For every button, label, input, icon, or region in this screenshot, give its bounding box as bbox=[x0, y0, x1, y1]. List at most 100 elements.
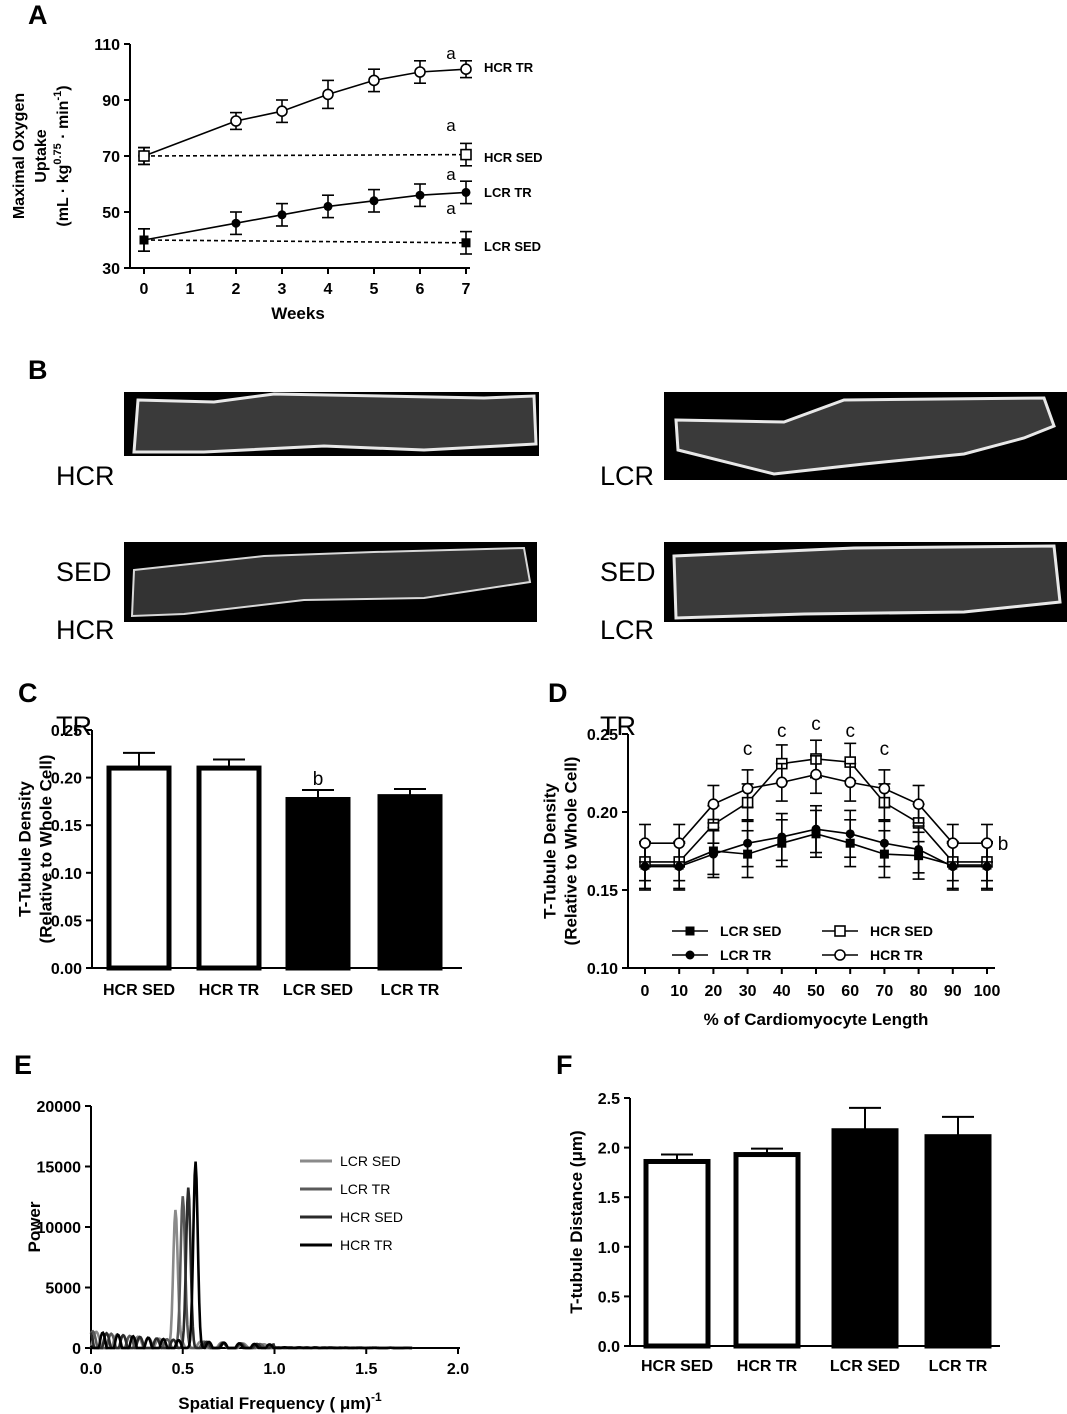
ylabel-unit-part: -1 bbox=[52, 91, 64, 101]
y-tick-label: 0.10 bbox=[587, 961, 618, 978]
legend-item: HCR SED bbox=[822, 923, 933, 939]
series-hcr-sed: HCR SED bbox=[89, 1187, 413, 1350]
cell-label-line: LCR bbox=[600, 461, 655, 491]
ylabel-line: T-tubule Distance (μm) bbox=[567, 1130, 586, 1313]
x-tick-label: 40 bbox=[773, 983, 791, 1000]
y-tick-label: 30 bbox=[102, 261, 120, 278]
y-tick-label: 1.0 bbox=[598, 1240, 620, 1257]
legend-label: HCR SED bbox=[870, 923, 933, 939]
data-point bbox=[369, 196, 379, 206]
y-tick-label: 0.15 bbox=[587, 883, 618, 900]
data-point bbox=[914, 844, 924, 854]
cell-label-line: SED bbox=[600, 557, 656, 587]
data-point bbox=[844, 776, 857, 789]
bar bbox=[733, 1152, 801, 1349]
series-line bbox=[143, 68, 467, 157]
ylabel-line: Maximal Oxygen bbox=[11, 93, 28, 219]
y-tick-label: 0.25 bbox=[587, 727, 618, 744]
legend-item: HCR TR bbox=[822, 947, 923, 963]
data-point bbox=[946, 837, 959, 850]
y-tick-label: 0.20 bbox=[587, 805, 618, 822]
data-point bbox=[982, 862, 992, 872]
data-point bbox=[231, 218, 241, 228]
significance-letter: c bbox=[845, 721, 855, 742]
cell-label-hcr-tr: HCR TR bbox=[56, 550, 115, 774]
data-point bbox=[322, 88, 334, 101]
significance-letter: b bbox=[998, 834, 1009, 855]
x-tick-label: 0 bbox=[140, 281, 149, 298]
legend-label: HCR TR bbox=[870, 947, 923, 963]
y-tick-label: 1.5 bbox=[598, 1190, 620, 1207]
y-axis-title: Maximal Oxygen Uptake(mL · kg0.75 · min-1… bbox=[11, 85, 72, 226]
panel-label-e: E bbox=[14, 1050, 33, 1080]
series-label: LCR TR bbox=[484, 185, 532, 200]
legend-item: LCR SED bbox=[672, 923, 781, 939]
data-point bbox=[845, 829, 855, 839]
data-point bbox=[414, 66, 426, 78]
significance-letter: c bbox=[743, 739, 753, 760]
series-line bbox=[143, 239, 467, 244]
significance-letter: a bbox=[446, 44, 456, 63]
cardiomyocyte-image-lcr-sed bbox=[664, 392, 1067, 480]
x-tick-label: 10 bbox=[670, 983, 688, 1000]
significance-letter: a bbox=[446, 165, 456, 184]
bar-lcr-tr: LCR TR bbox=[924, 1115, 992, 1375]
cell-drawing bbox=[674, 396, 1056, 476]
data-point bbox=[673, 837, 686, 850]
cell-label-line: TR bbox=[600, 711, 636, 741]
data-point bbox=[461, 187, 471, 197]
x-tick-label: 1.5 bbox=[355, 1361, 377, 1378]
series-line bbox=[89, 1161, 413, 1350]
x-tick-label: HCR TR bbox=[199, 982, 260, 999]
panel-label-d: D bbox=[548, 678, 568, 708]
y-axis-title: Power bbox=[25, 1201, 44, 1252]
x-tick-label: 50 bbox=[807, 983, 825, 1000]
chart-a: 30 50 70 90 110 0 1 2 3 4 5 6 7 Weeks Maximal Oxygen Up… bbox=[11, 37, 543, 323]
y-tick-label: 2.0 bbox=[598, 1141, 620, 1158]
bar-lcr-sed: LCR SED bbox=[830, 1106, 900, 1375]
legend-label: LCR TR bbox=[720, 947, 771, 963]
x-tick-label: 100 bbox=[974, 983, 1001, 1000]
data-point bbox=[948, 862, 958, 872]
data-point bbox=[912, 798, 925, 811]
y-tick-label: 110 bbox=[94, 37, 120, 54]
y-tick-label: 2.5 bbox=[598, 1091, 620, 1108]
bar-hcr-sed: HCR SED bbox=[103, 751, 175, 999]
x-tick-label: 80 bbox=[910, 983, 928, 1000]
significance-letter: a bbox=[446, 199, 456, 218]
data-point bbox=[230, 115, 242, 127]
series-line bbox=[143, 153, 467, 157]
bar-hcr-sed: HCR SED bbox=[641, 1153, 713, 1375]
legend-label: HCR SED bbox=[340, 1209, 403, 1225]
ylabel-unit-part: · min bbox=[55, 101, 72, 144]
data-point bbox=[981, 837, 993, 850]
significance-letter: c bbox=[880, 739, 890, 760]
data-point bbox=[460, 148, 472, 161]
x-tick-label: 2.0 bbox=[447, 1361, 469, 1378]
ylabel-line: (Relative to Whole Cell) bbox=[37, 755, 56, 944]
x-tick-label: 0.5 bbox=[172, 1361, 194, 1378]
y-axis-title: T-Tubule Density (Relative to Whole Cell) bbox=[541, 757, 581, 946]
x-axis-title: % of Cardiomyocyte Length bbox=[704, 1010, 929, 1029]
legend-item: LCR TR bbox=[672, 947, 771, 963]
x-tick-label: HCR SED bbox=[641, 1358, 713, 1375]
data-point bbox=[811, 824, 821, 834]
ylabel-line: Power bbox=[25, 1201, 44, 1252]
bar bbox=[643, 1158, 711, 1349]
series-label: LCR SED bbox=[484, 239, 541, 254]
series-lcr-sed: LCR SED a bbox=[138, 199, 541, 255]
y-tick-label: 50 bbox=[102, 205, 120, 222]
ylabel-line: T-Tubule Density bbox=[541, 783, 560, 919]
y-tick-label: 15000 bbox=[37, 1160, 82, 1177]
ylabel-line: T-Tubule Density bbox=[16, 781, 35, 917]
bar bbox=[106, 765, 172, 971]
x-tick-label: 7 bbox=[462, 281, 471, 298]
series-hcr-sed: HCR SED a bbox=[138, 116, 543, 167]
ylabel-unit-part: ) bbox=[55, 85, 72, 90]
cell-label-hcr-sed: HCR SED bbox=[56, 396, 115, 620]
ylabel-line: (Relative to Whole Cell) bbox=[562, 757, 581, 946]
y-tick-label: 0.05 bbox=[51, 913, 82, 930]
x-axis-title: Weeks bbox=[271, 304, 325, 323]
data-point bbox=[777, 832, 787, 842]
y-axis-title: T-tubule Distance (μm) bbox=[567, 1130, 586, 1313]
